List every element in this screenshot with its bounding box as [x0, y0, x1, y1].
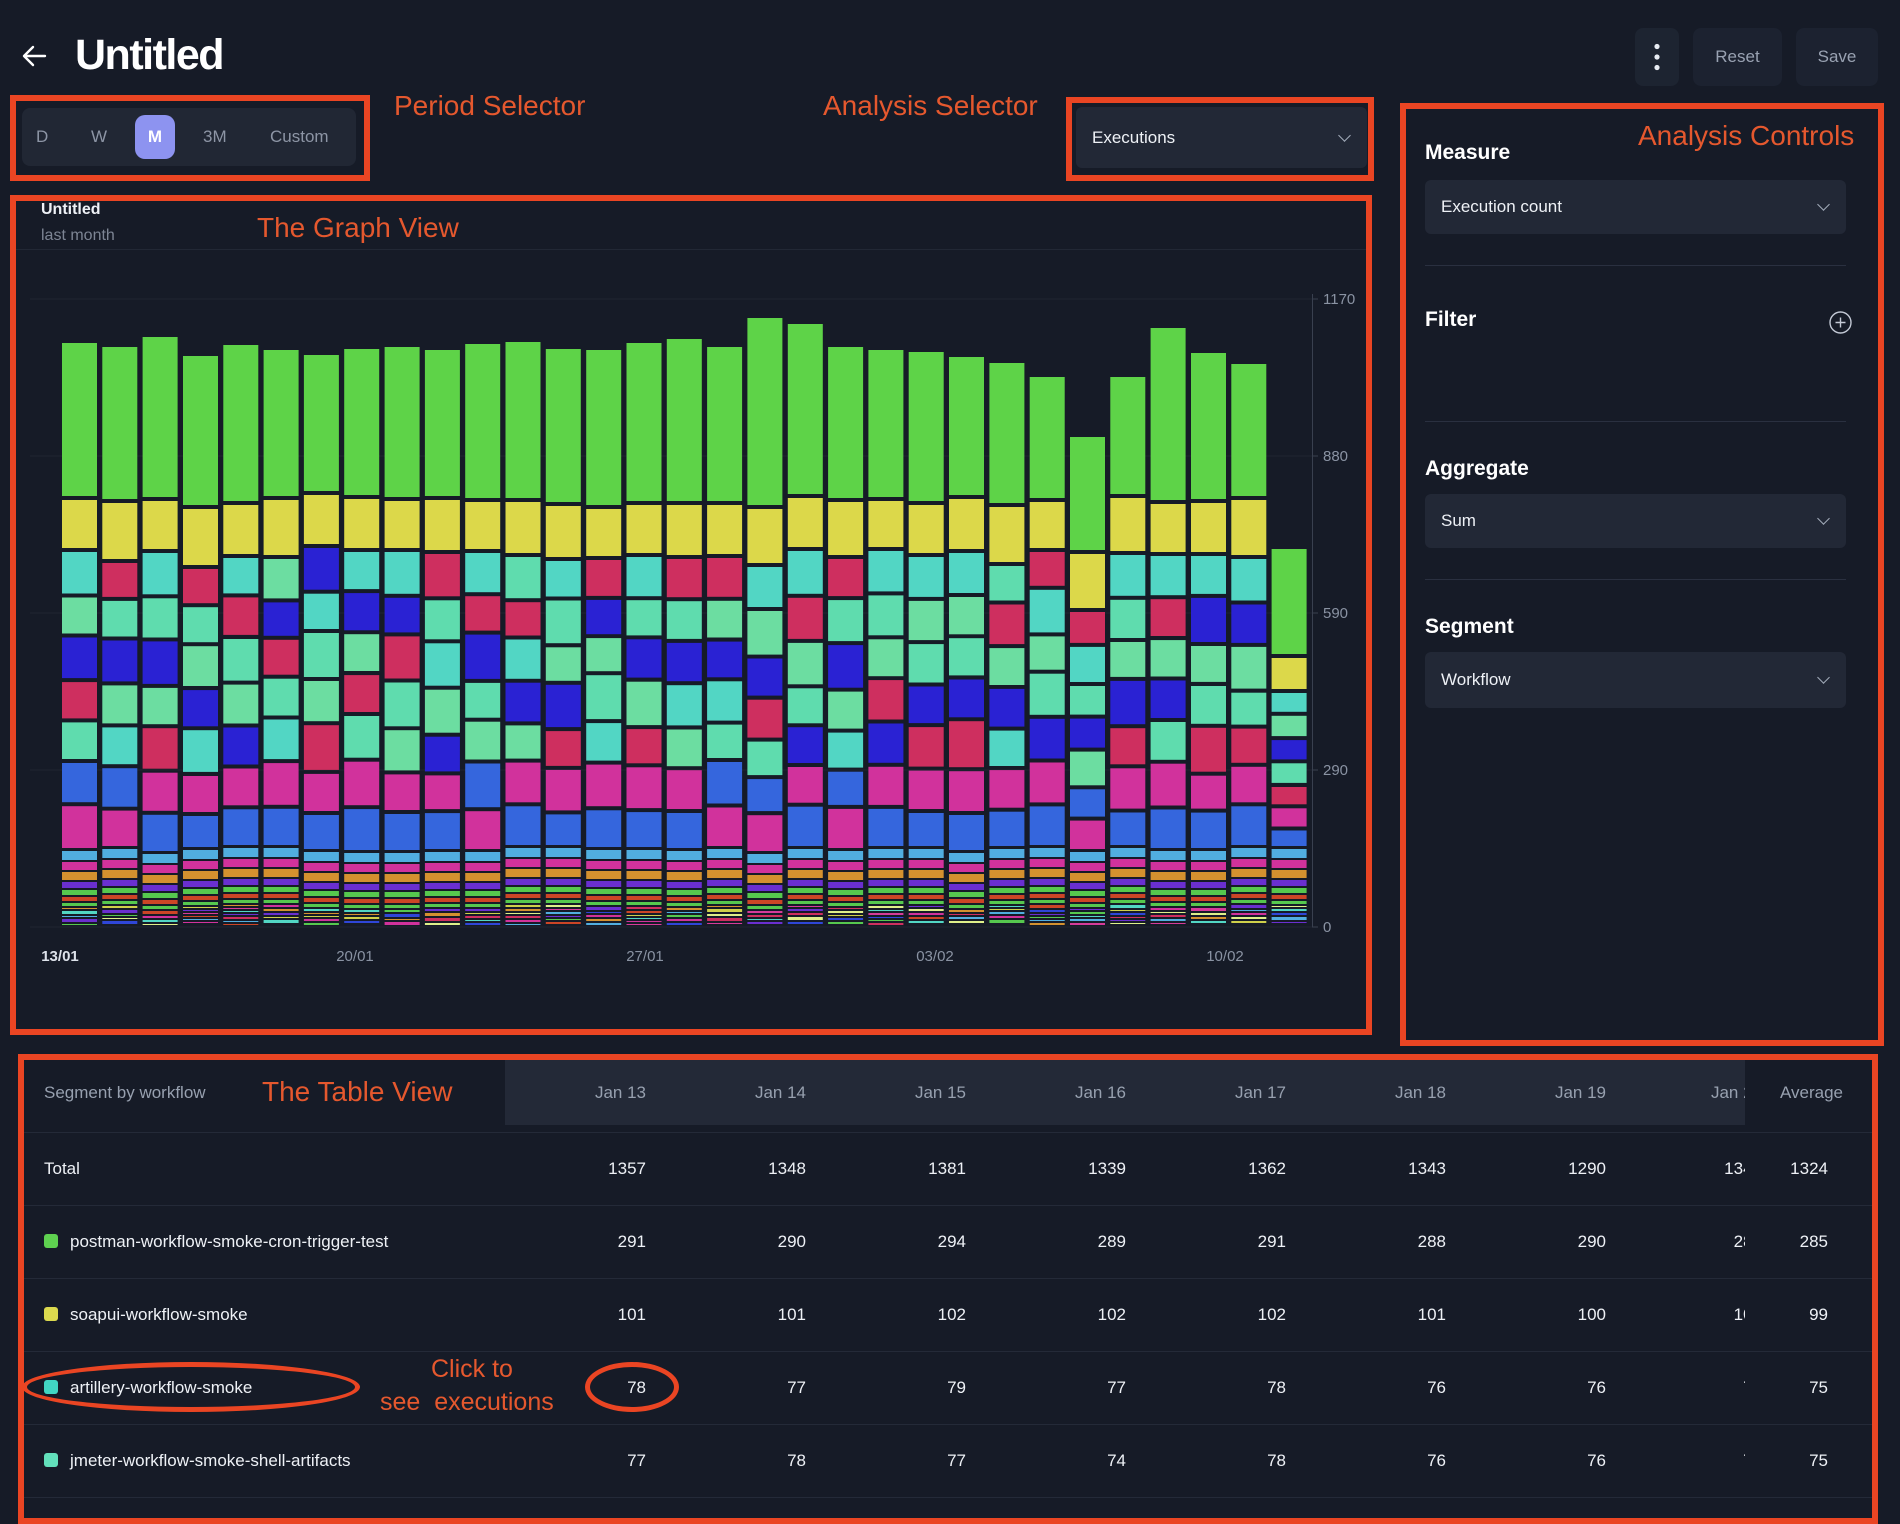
svg-text:13/01: 13/01 [41, 948, 79, 965]
svg-text:20/01: 20/01 [336, 948, 374, 965]
svg-text:10/02: 10/02 [1206, 948, 1244, 965]
svg-text:03/02: 03/02 [916, 948, 954, 965]
svg-text:590: 590 [1323, 605, 1348, 622]
svg-text:290: 290 [1323, 762, 1348, 779]
svg-text:27/01: 27/01 [626, 948, 664, 965]
svg-text:1170: 1170 [1323, 291, 1355, 308]
svg-text:0: 0 [1323, 919, 1331, 936]
svg-text:880: 880 [1323, 448, 1348, 465]
